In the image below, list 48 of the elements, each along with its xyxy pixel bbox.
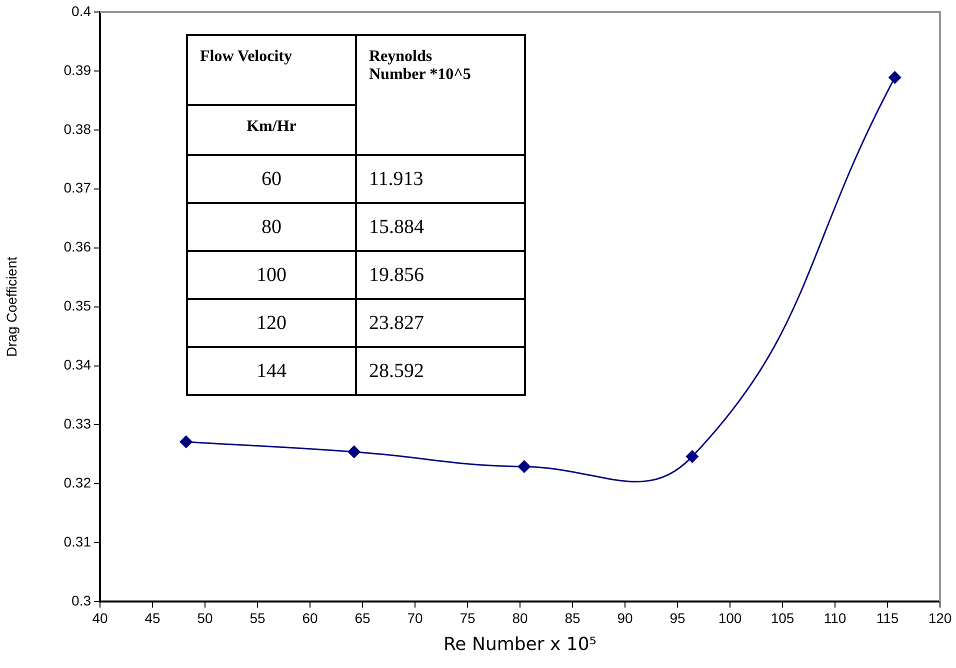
y-tick-label: 0.4 [72, 2, 92, 19]
x-tick-label: 105 [770, 610, 794, 626]
x-axis-title: Re Number x 10⁵ [443, 634, 597, 655]
y-tick-label: 0.3 [72, 592, 92, 608]
y-tick-label: 0.38 [64, 120, 92, 137]
x-tick-label: 115 [876, 610, 899, 626]
annotation: 15.884 [356, 203, 525, 251]
y-tick-label: 0.36 [64, 238, 92, 255]
x-tick-label: 45 [144, 610, 160, 626]
y-tick-label: 0.32 [64, 474, 92, 491]
annotation: Flow Velocity [200, 48, 293, 66]
point [686, 450, 698, 463]
annotation: 144 [187, 347, 356, 395]
point [348, 446, 360, 458]
y-tick-label: 0.31 [64, 534, 92, 550]
x-tick-label: 65 [354, 610, 370, 626]
annotation: 120 [187, 299, 356, 347]
x-tick-label: 40 [92, 610, 108, 626]
annotation: 28.592 [356, 347, 525, 395]
annotation: 80 [187, 203, 356, 251]
point [180, 436, 192, 448]
annotation: 60 [187, 155, 356, 203]
y-tick-label: 0.37 [64, 180, 92, 196]
y-tick-label: 0.35 [64, 298, 92, 314]
point [888, 71, 902, 84]
x-tick-label: 100 [718, 610, 742, 626]
x-tick-label: 120 [928, 610, 952, 626]
annotation: 23.827 [356, 299, 525, 347]
x-tick-label: 70 [407, 610, 423, 626]
annotation: Km/Hr [187, 105, 356, 155]
y-tick-label: 0.33 [64, 416, 92, 432]
y-tick-label: 0.39 [64, 62, 92, 78]
x-tick-label: 85 [564, 610, 580, 626]
x-tick-label: 50 [197, 610, 213, 626]
x-tick-label: 80 [512, 610, 528, 626]
y-axis-title: Drag Coefficient [3, 256, 20, 357]
x-tick-label: 90 [617, 610, 633, 626]
y-tick-label: 0.34 [64, 356, 92, 373]
annotation: 100 [187, 251, 356, 299]
x-tick-label: 60 [302, 610, 318, 626]
x-tick-label: 95 [670, 610, 686, 626]
x-tick-label: 75 [460, 610, 476, 626]
annotation: 19.856 [356, 251, 525, 299]
point [518, 460, 530, 473]
x-tick-label: 110 [824, 610, 846, 626]
annotation: Reynolds Number *10^5 [369, 48, 472, 84]
x-tick-label: 55 [250, 610, 266, 626]
annotation: 11.913 [356, 155, 525, 203]
